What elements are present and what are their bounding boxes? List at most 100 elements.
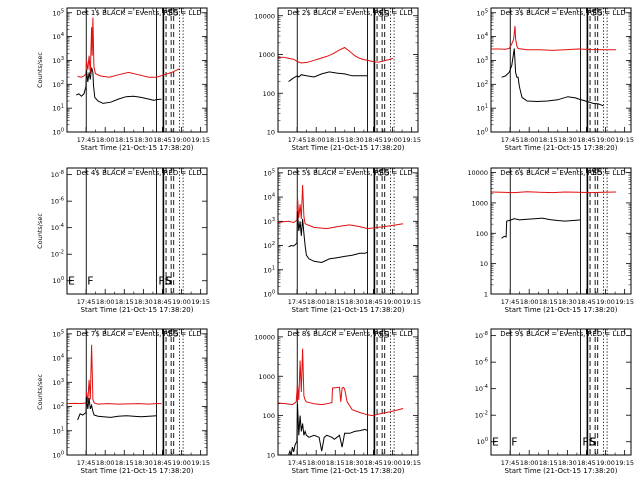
x-tick-label: 18:45 <box>577 136 596 144</box>
x-tick-label: 19:15 <box>402 298 421 306</box>
y-tick-label: 1000 <box>258 373 275 381</box>
x-tick-label: 19:00 <box>172 136 191 144</box>
x-tick-label: 18:45 <box>364 459 383 467</box>
x-axis-label: Start Time (21-Oct-15 17:38:20) <box>81 467 194 475</box>
x-tick-label: 17:45 <box>288 298 307 306</box>
x-tick-label: 19:15 <box>402 459 421 467</box>
saa-marker-label: SS <box>167 329 179 339</box>
y-tick-label: 10-4 <box>475 384 488 393</box>
x-axis-label: Start Time (21-Oct-15 17:38:20) <box>81 144 194 152</box>
lld-line <box>278 184 404 230</box>
chart-title: Det 6$ BLACK = Events, RED = LLD <box>500 169 625 177</box>
x-tick-label: 18:30 <box>134 459 153 467</box>
y-tick-label: 10-8 <box>475 331 488 340</box>
x-axis-label: Start Time (21-Oct-15 17:38:20) <box>292 144 405 152</box>
detector-panel: Det 5$ BLACK = Events, RED = LLD 17:45 18:… <box>264 167 421 314</box>
x-tick-label: 19:00 <box>383 136 402 144</box>
x-tick-label: 18:45 <box>153 298 172 306</box>
y-tick-label: 100 <box>477 437 488 446</box>
y-tick-label: 1 <box>484 291 488 299</box>
y-tick-label: 105 <box>477 8 488 17</box>
x-tick-label: 17:45 <box>501 459 520 467</box>
x-tick-label: 18:45 <box>577 459 596 467</box>
x-tick-label: 18:45 <box>153 136 172 144</box>
x-tick-label: 18:00 <box>96 459 115 467</box>
flag-label: F <box>87 275 93 288</box>
y-tick-label: 10 <box>267 452 275 460</box>
y-tick-label: 103 <box>53 56 64 65</box>
x-tick-label: 17:45 <box>77 298 96 306</box>
x-tick-label: 19:00 <box>596 459 615 467</box>
x-tick-label: 17:45 <box>501 298 520 306</box>
y-tick-label: 104 <box>477 32 488 41</box>
y-tick-label: 103 <box>477 56 488 65</box>
chart-title: Det 5$ BLACK = Events, RED = LLD <box>287 169 412 177</box>
detector-panel: Det 6$ BLACK = Events, RED = LLD 17:45 18:… <box>467 167 634 314</box>
x-tick-label: 19:00 <box>172 459 191 467</box>
y-tick-label: 100 <box>53 451 64 460</box>
x-tick-label: 18:00 <box>96 298 115 306</box>
events-line <box>76 67 162 104</box>
x-tick-label: 19:00 <box>383 459 402 467</box>
lld-line <box>67 344 162 405</box>
chart-title: Det 7$ BLACK = Events, RED = LLD <box>76 330 201 338</box>
plot-frame <box>490 167 632 295</box>
x-tick-label: 18:30 <box>345 459 364 467</box>
chart-title: Det 4$ BLACK = Events, RED = LLD <box>76 169 201 177</box>
x-tick-label: 17:45 <box>77 136 96 144</box>
y-tick-label: 102 <box>477 80 488 89</box>
x-tick-label: 18:15 <box>539 298 558 306</box>
x-tick-label: 18:00 <box>520 136 539 144</box>
x-tick-label: 18:00 <box>307 459 326 467</box>
y-tick-label: 100 <box>53 276 64 285</box>
x-tick-label: 18:30 <box>558 136 577 144</box>
x-tick-label: 19:15 <box>402 136 421 144</box>
y-tick-label: 10000 <box>254 333 275 341</box>
x-tick-label: 18:15 <box>326 459 345 467</box>
y-tick-label: 1000 <box>471 199 488 207</box>
x-tick-label: 18:00 <box>520 459 539 467</box>
events-line <box>77 396 157 421</box>
x-tick-label: 18:45 <box>153 459 172 467</box>
x-tick-label: 19:15 <box>615 136 634 144</box>
events-line <box>501 48 604 107</box>
y-tick-label: 104 <box>53 354 64 363</box>
y-axis-label: Counts/sec <box>36 213 44 249</box>
chart-title: Det 1$ BLACK = Events, RED = LLD <box>76 9 201 17</box>
plot-area <box>491 8 617 132</box>
flag-label: FS <box>158 275 171 288</box>
y-tick-label: 103 <box>53 378 64 387</box>
flag-label: FS <box>582 436 595 449</box>
y-tick-label: 100 <box>264 290 275 299</box>
y-tick-label: 10-6 <box>475 358 488 367</box>
saa-marker-label: SS <box>378 331 390 341</box>
x-tick-label: 18:15 <box>539 459 558 467</box>
y-tick-label: 100 <box>53 128 64 137</box>
lld-line <box>491 191 617 194</box>
x-tick-label: 18:15 <box>539 136 558 144</box>
y-tick-label: 101 <box>53 426 64 435</box>
chart-title: Det 2$ BLACK = Events, RED = LLD <box>287 9 412 17</box>
x-axis-label: Start Time (21-Oct-15 17:38:20) <box>81 306 194 314</box>
saa-marker-label: SS <box>378 168 390 178</box>
y-tick-label: 10-4 <box>51 223 64 232</box>
lld-line <box>491 25 617 51</box>
x-tick-label: 18:00 <box>307 298 326 306</box>
x-tick-label: 17:45 <box>77 459 96 467</box>
x-axis-label: Start Time (21-Oct-15 17:38:20) <box>292 306 405 314</box>
events-line <box>288 403 368 455</box>
plot-area <box>85 168 184 294</box>
y-tick-label: 10 <box>480 260 488 268</box>
x-tick-label: 18:00 <box>96 136 115 144</box>
x-tick-label: 18:45 <box>364 136 383 144</box>
x-tick-label: 19:00 <box>596 298 615 306</box>
x-axis-label: Start Time (21-Oct-15 17:38:20) <box>505 144 618 152</box>
y-tick-label: 104 <box>53 32 64 41</box>
chart-title: Det 9$ BLACK = Events, RED = LLD <box>500 330 625 338</box>
